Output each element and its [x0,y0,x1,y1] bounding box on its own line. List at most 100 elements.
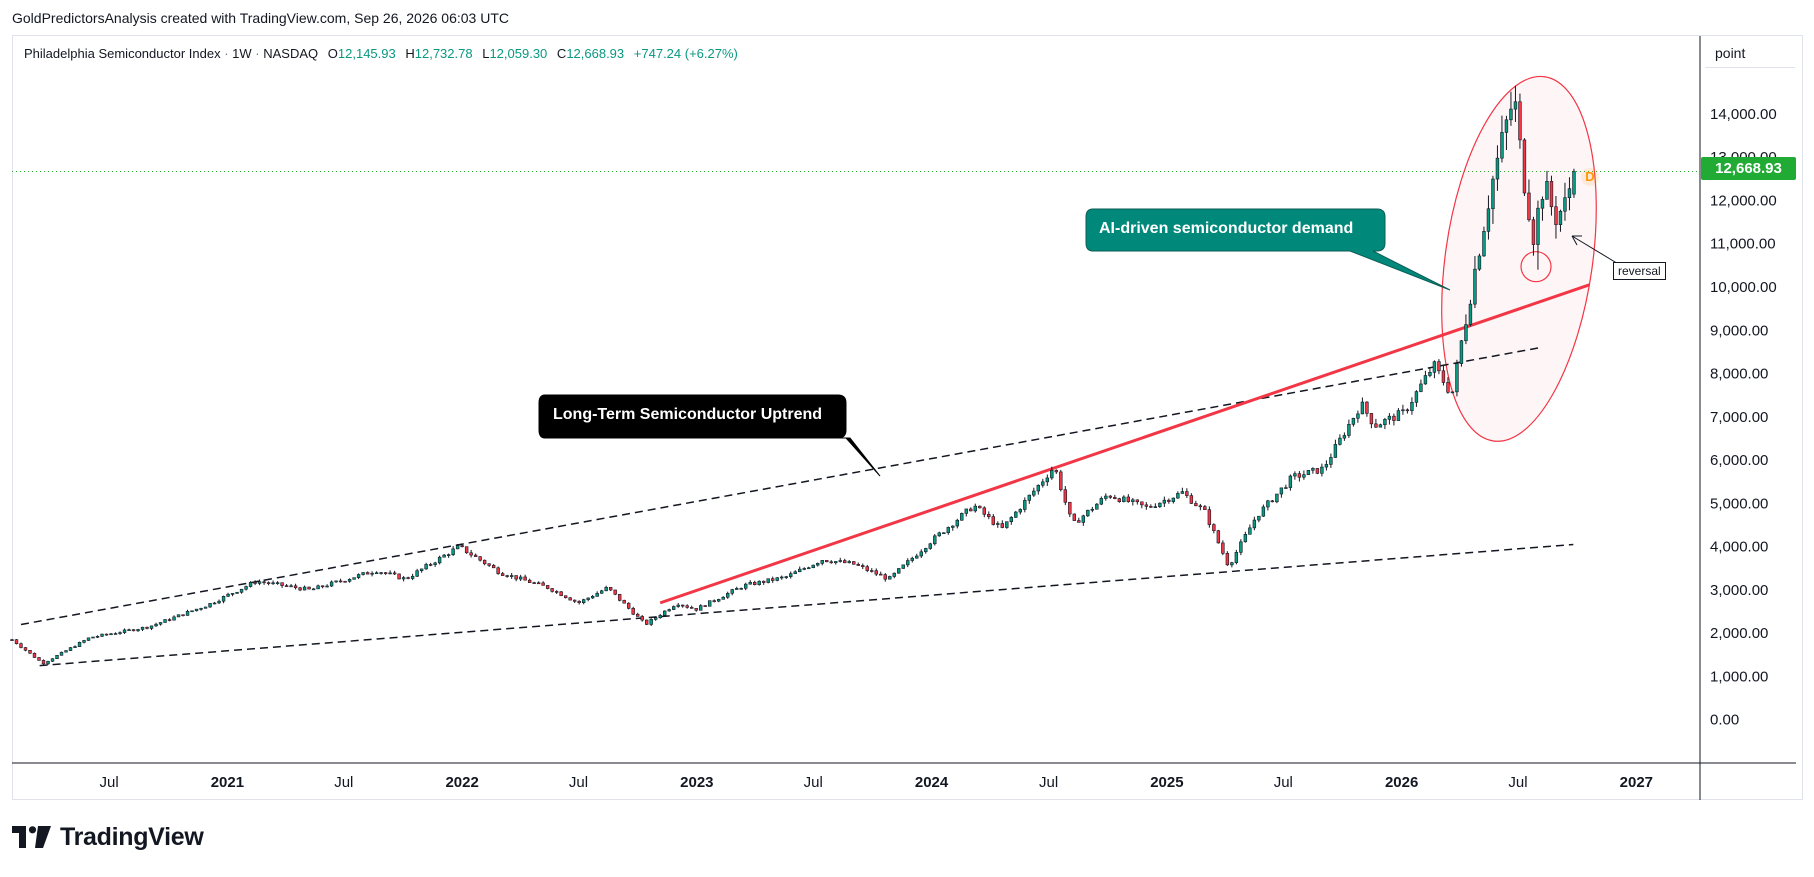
price-tick-label: 0.00 [1710,712,1739,729]
candle-body [798,568,802,573]
candle [1513,85,1518,122]
candle [383,572,388,575]
candle-body [1500,132,1504,159]
candle [816,562,820,567]
candle-body [915,555,919,559]
candle-body [1446,382,1450,393]
candle [604,585,608,592]
candle [1230,561,1234,568]
candle [834,561,838,565]
candle-body [635,613,640,617]
price-tick-label: 9,000.00 [1710,322,1768,339]
candle-body [1027,494,1031,501]
candle-body [717,599,721,602]
candle [1032,487,1036,497]
candle [780,575,784,580]
candle [1329,453,1333,468]
candle-body [811,564,815,569]
time-tick-label: Jul [569,774,588,791]
candle [509,573,514,579]
candle-body [1212,524,1216,531]
candle-body [1248,527,1252,535]
candle [640,615,644,622]
candle [1387,413,1392,425]
candle-body [572,599,577,602]
candle [1500,115,1504,163]
candle [1365,401,1369,417]
candle-body [1288,475,1293,488]
candle-body [969,508,973,512]
candle [937,531,941,537]
candle-body [608,587,613,591]
candle [726,591,730,599]
candle-body [1063,489,1068,503]
candle [807,566,811,570]
candle-body [32,652,37,658]
symbol-name[interactable]: Philadelphia Semiconductor Index [24,46,221,61]
candle [262,579,266,585]
candle [892,572,896,579]
candle-body [766,578,770,583]
candle [1189,493,1194,504]
long-term-support-trendline [659,283,1590,605]
candle-body [685,605,689,608]
candle-body [271,582,275,585]
candle-body [870,570,874,572]
candle [825,560,829,563]
candle [1014,510,1018,518]
price-tick-label: 7,000.00 [1710,409,1768,426]
interval-label[interactable]: 1W [232,46,252,61]
candle-body [1455,363,1459,393]
candle-body [514,575,518,580]
candle [1095,503,1099,510]
candle [388,570,392,575]
candle [1225,551,1230,566]
candle [982,506,986,518]
candle-body [586,597,590,600]
candle [1081,514,1086,526]
candle-body [410,575,415,579]
candle-body [541,582,545,586]
candle [1041,478,1045,488]
candle [861,563,865,570]
candle [1464,314,1468,345]
candle-body [518,576,523,580]
candle-body [190,610,194,613]
candle-body [1572,171,1576,195]
candle [1108,495,1113,499]
candle [1288,474,1293,491]
candle-body [532,582,536,584]
candle [19,642,23,649]
candle-body [1230,562,1234,566]
candle [568,597,572,601]
candle [104,633,109,636]
candle-body [248,582,253,587]
candle-body [847,561,851,564]
candle [635,612,640,617]
tradingview-logo[interactable]: TradingView [12,822,204,852]
candle [906,558,910,568]
candle-body [37,657,41,661]
time-tick-label: 2025 [1150,774,1183,791]
candle [685,604,689,609]
candle-body [1527,192,1531,221]
candle-body [897,568,901,574]
scale-unit-button[interactable]: point [1705,38,1795,68]
candle [1293,471,1297,480]
candle-body [1401,409,1405,412]
candle [1275,493,1279,504]
candle-body [1293,473,1297,477]
candle [374,571,379,575]
dividend-marker[interactable]: D [1581,168,1599,186]
candle-body [131,629,136,632]
candle-body [109,633,113,636]
candle-body [257,581,262,584]
time-tick-label: 2022 [445,774,478,791]
candle-body [239,588,244,593]
candle [599,589,604,594]
candle [410,573,415,581]
open-label: O [327,46,338,61]
candle [397,573,401,580]
candle-body [235,591,239,594]
